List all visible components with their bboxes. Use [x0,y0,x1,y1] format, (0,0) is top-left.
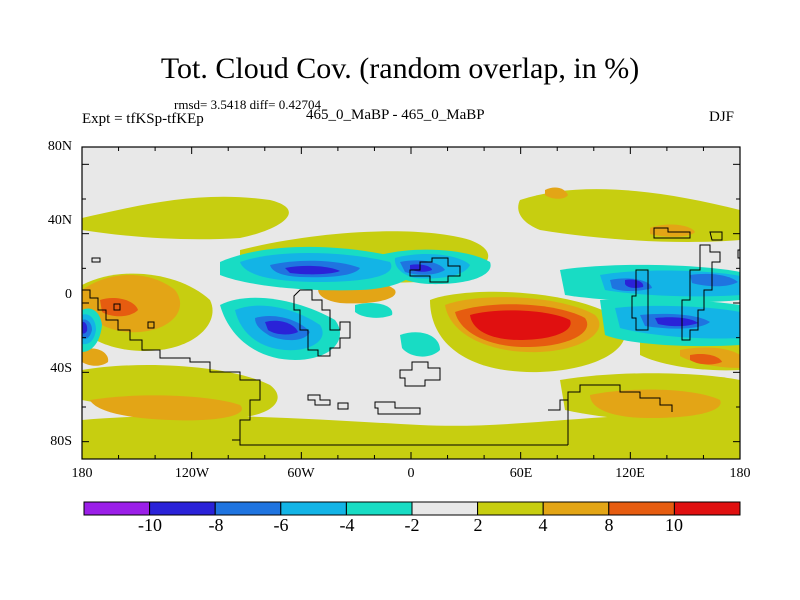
x-tick-label: 60E [509,466,533,481]
stats-text: rmsd= 3.5418 diff= 0.42704 [174,97,321,112]
colorbar-label: -10 [138,515,162,535]
colorbar-label: 10 [665,515,683,535]
colorbar-swatch [83,501,151,516]
coastline [307,394,331,406]
colorbar-swatch [673,501,741,516]
experiment-label: Expt = tfKSp-tfKEp [82,111,204,127]
x-tick-label: 180 [729,466,751,481]
y-tick-label: 80S [50,434,72,449]
coastline [409,257,461,283]
coastline [113,303,121,311]
coastline [653,227,691,239]
coastline [293,289,351,357]
contour-band [590,389,721,418]
contour-band [625,279,644,288]
colorbar-swatch [542,501,610,516]
colorbar-label: 8 [604,515,614,535]
colorbar [83,501,741,516]
colorbar-swatch [280,501,347,516]
center-label: 465_0_MaBP - 465_0_MaBP [306,107,485,123]
contour-band [400,332,440,357]
contour-band [690,353,722,365]
season-label: DJF [709,109,735,125]
coastline [399,361,441,387]
contour-band [355,303,393,318]
coastline [239,440,568,446]
colorbar-label: 4 [538,515,548,535]
coastline [91,257,101,263]
contour-band [265,320,298,335]
coastline [337,402,349,410]
contour-band [82,348,109,366]
colorbar-label: -2 [404,515,420,535]
coastline [548,384,673,412]
coastline [631,269,649,331]
x-tick-label: 120W [174,466,210,481]
contour-band [82,196,289,240]
colorbar-label: -6 [273,515,289,535]
contour-band [470,310,571,340]
contour-band [655,317,698,327]
x-tick-label: 180 [71,466,93,481]
coastline [147,321,155,329]
colorbar-swatch [214,501,282,516]
colorbar-label: -4 [339,515,355,535]
contour-band [82,321,88,334]
x-tick-label: 60W [287,466,315,481]
y-tick-label: 40N [47,213,72,228]
coastline [709,231,723,241]
contour-band [82,414,740,459]
contour-band [100,298,138,317]
x-tick-label: 0 [407,466,415,481]
coastline [374,401,421,415]
y-tick-label: 80N [47,139,72,154]
contour-band [285,265,340,275]
contour-band [90,395,242,421]
y-tick-label: 0 [65,287,72,302]
colorbar-label: -8 [208,515,224,535]
colorbar-swatch [477,501,544,516]
coastline [681,244,721,341]
colorbar-swatch [345,501,413,516]
colorbar-swatch [149,501,216,516]
coastline [82,289,261,441]
tick-marks [81,147,741,459]
chart-title: Tot. Cloud Cov. (random overlap, in %) [160,52,640,85]
y-tick-label: 40S [50,361,72,376]
coastline-layer [82,227,740,446]
x-tick-label: 120E [615,466,645,481]
colorbar-swatch [411,501,479,516]
coastline [737,249,740,259]
contour-band [545,187,568,199]
colorbar-label: 2 [473,515,483,535]
contour-band [690,273,738,287]
colorbar-swatch [608,501,675,516]
